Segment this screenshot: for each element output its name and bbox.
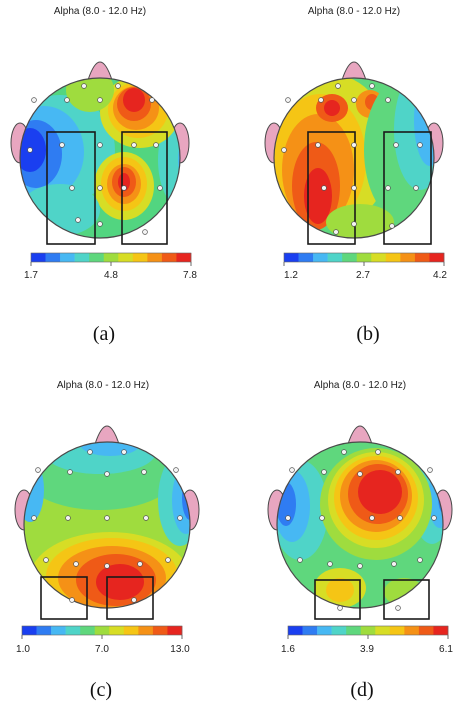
colorbar-segment	[385, 253, 401, 262]
roi-box-right	[106, 576, 154, 620]
panel-b-title: Alpha (8.0 - 12.0 Hz)	[308, 6, 400, 17]
panel-a-caption: (a)	[93, 323, 115, 345]
head-outline	[273, 77, 435, 239]
colorbar-segment	[123, 626, 139, 635]
colorbar-segment	[429, 253, 445, 262]
colorbar-segment	[346, 626, 362, 635]
nose	[341, 61, 367, 81]
colorbar-segment	[36, 626, 52, 635]
topomap-d	[277, 442, 443, 608]
colorbar-segment	[389, 626, 405, 635]
roi-box-right	[383, 131, 432, 245]
colorbar-segment	[51, 626, 66, 635]
colorbar-segment	[400, 253, 416, 262]
colorbar-segment	[342, 253, 358, 262]
colorbar-segment	[414, 253, 430, 262]
colorbar-segment	[152, 626, 168, 635]
tick-label-min: 1.6	[281, 644, 295, 655]
roi-box-left	[46, 131, 96, 245]
roi-box-right	[383, 579, 430, 620]
roi-box-left	[40, 576, 88, 620]
colorbar-segment	[31, 253, 46, 262]
panel-a: Alpha (8.0 - 12.0 Hz)	[10, 6, 197, 345]
colorbar-segment	[298, 253, 314, 262]
roi-box-left	[314, 579, 361, 620]
panel-b-caption: (b)	[356, 323, 379, 345]
panel-d-title: Alpha (8.0 - 12.0 Hz)	[314, 380, 406, 391]
colorbar-segment	[94, 626, 110, 635]
colorbar-segment	[331, 626, 347, 635]
colorbar-d	[287, 625, 449, 639]
colorbar-b	[283, 252, 445, 266]
colorbar-segment	[147, 253, 163, 262]
panel-c: Alpha (8.0 - 12.0 Hz)	[14, 380, 200, 701]
colorbar-segment	[118, 253, 134, 262]
colorbar-segment	[132, 253, 148, 262]
electrodes-b	[281, 83, 423, 235]
colorbar-c	[21, 625, 183, 639]
colorbar-segment	[45, 253, 61, 262]
tick-label-min: 1.7	[24, 270, 38, 281]
tick-label-max: 4.2	[433, 270, 447, 281]
colorbar-segment	[89, 253, 105, 262]
colorbar-segment	[356, 253, 372, 262]
colorbar-segment	[327, 253, 343, 262]
panel-b: Alpha (8.0 - 12.0 Hz)	[264, 6, 447, 345]
electrodes-c	[31, 449, 183, 603]
nose	[347, 425, 373, 445]
colorbar-segment	[161, 253, 177, 262]
colorbar-segment	[302, 626, 318, 635]
head-outline	[19, 77, 181, 239]
topomap-a	[20, 78, 180, 238]
tick-label-mid: 7.0	[95, 644, 109, 655]
tick-label-max: 13.0	[170, 644, 190, 655]
colorbar-segment	[80, 626, 96, 635]
colorbar-segment	[360, 626, 376, 635]
electrodes-d	[285, 449, 437, 611]
panel-d-caption: (d)	[350, 679, 373, 701]
panel-d: Alpha (8.0 - 12.0 Hz)	[267, 380, 453, 701]
panel-a-title: Alpha (8.0 - 12.0 Hz)	[54, 6, 146, 17]
tick-label-mid: 2.7	[356, 270, 370, 281]
panel-c-caption: (c)	[90, 679, 112, 701]
colorbar-segment	[74, 253, 90, 262]
colorbar-segment	[371, 253, 387, 262]
colorbar-segment	[284, 253, 299, 262]
colorbar-segment	[138, 626, 154, 635]
tick-label-max: 6.1	[439, 644, 453, 655]
colorbar-segment	[103, 253, 119, 262]
tick-label-max: 7.8	[183, 270, 197, 281]
colorbar-segment	[167, 626, 183, 635]
colorbar-segment	[60, 253, 75, 262]
colorbar-segment	[433, 626, 449, 635]
colorbar-segment	[418, 626, 434, 635]
tick-label-min: 1.0	[16, 644, 30, 655]
electrodes-a	[27, 83, 163, 235]
colorbar-segment	[65, 626, 81, 635]
colorbar-segment	[317, 626, 332, 635]
tick-label-min: 1.2	[284, 270, 298, 281]
colorbar-a	[30, 252, 192, 266]
colorbar-segment	[288, 626, 303, 635]
colorbar-segment	[176, 253, 192, 262]
colorbar-segment	[313, 253, 328, 262]
panel-c-title: Alpha (8.0 - 12.0 Hz)	[57, 380, 149, 391]
nose	[94, 425, 120, 445]
colorbar-segment	[22, 626, 37, 635]
topomap-b	[274, 78, 434, 238]
tick-label-mid: 3.9	[360, 644, 374, 655]
topomap-c	[24, 442, 190, 608]
colorbar-segment	[375, 626, 391, 635]
colorbar-segment	[404, 626, 420, 635]
nose	[87, 61, 113, 81]
colorbar-segment	[109, 626, 125, 635]
tick-label-mid: 4.8	[104, 270, 118, 281]
